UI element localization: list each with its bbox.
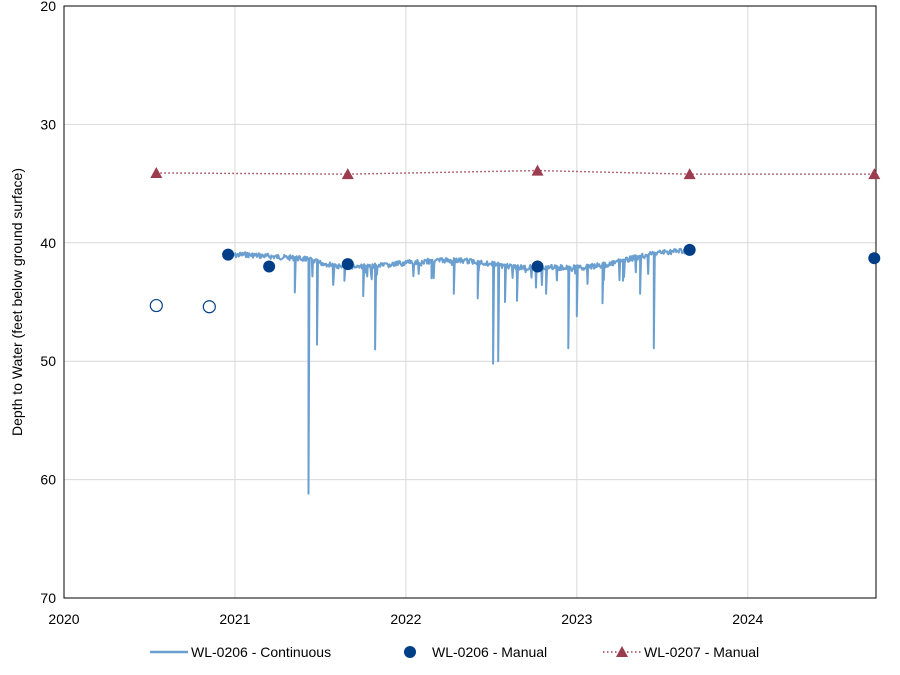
wl0207-dotted-line bbox=[156, 169, 875, 175]
continuous-series-line bbox=[231, 247, 689, 495]
wl0207-triangle-point bbox=[683, 168, 696, 180]
wl0206-manual-point bbox=[531, 260, 544, 273]
y-tick-label: 50 bbox=[40, 353, 56, 369]
wl0206-manual-point bbox=[683, 243, 696, 256]
legend-item-continuous: WL-0206 - Continuous bbox=[150, 644, 331, 660]
legend-label-continuous: WL-0206 - Continuous bbox=[191, 644, 331, 660]
legend-item-manual-0207: WL-0207 - Manual bbox=[603, 644, 759, 660]
plot-area-frame bbox=[63, 5, 877, 599]
legend: WL-0206 - Continuous WL-0206 - Manual WL… bbox=[150, 644, 759, 660]
wl0207-triangle-point bbox=[868, 168, 881, 180]
legend-item-manual-0206: WL-0206 - Manual bbox=[404, 644, 547, 660]
wl0206-manual-point bbox=[341, 258, 354, 271]
y-tick-label: 70 bbox=[40, 590, 56, 606]
y-axis-ticks: 20 30 40 50 60 70 bbox=[40, 0, 56, 606]
legend-swatch-manual-0206 bbox=[404, 646, 416, 658]
wl0207-triangle-point bbox=[150, 166, 163, 178]
wl0206-manual-point bbox=[263, 260, 276, 273]
y-tick-label: 20 bbox=[40, 0, 56, 14]
wl0207-triangle-point bbox=[341, 168, 354, 180]
x-tick-label: 2020 bbox=[48, 611, 79, 627]
wl0206-manual-hollow-point bbox=[149, 298, 163, 313]
x-axis-ticks: 2020 2021 2022 2023 2024 bbox=[48, 611, 763, 627]
grid-lines bbox=[63, 5, 876, 599]
x-tick-label: 2022 bbox=[390, 611, 421, 627]
x-tick-label: 2024 bbox=[732, 611, 763, 627]
legend-label-manual-0207: WL-0207 - Manual bbox=[644, 644, 759, 660]
legend-swatch-triangle-0207 bbox=[616, 646, 628, 657]
y-tick-label: 40 bbox=[40, 235, 56, 251]
wl0206-manual-point bbox=[222, 248, 235, 261]
y-axis-title: Depth to Water (feet below ground surfac… bbox=[9, 168, 25, 436]
y-tick-label: 60 bbox=[40, 472, 56, 488]
x-tick-label: 2021 bbox=[219, 611, 250, 627]
series-layer bbox=[149, 164, 881, 495]
wl0207-triangle-point bbox=[531, 164, 544, 176]
x-tick-label: 2023 bbox=[561, 611, 592, 627]
legend-label-manual-0206: WL-0206 - Manual bbox=[432, 644, 547, 660]
y-tick-label: 30 bbox=[40, 116, 56, 132]
wl0206-manual-hollow-point bbox=[202, 300, 216, 314]
wl0206-manual-point bbox=[868, 252, 881, 265]
